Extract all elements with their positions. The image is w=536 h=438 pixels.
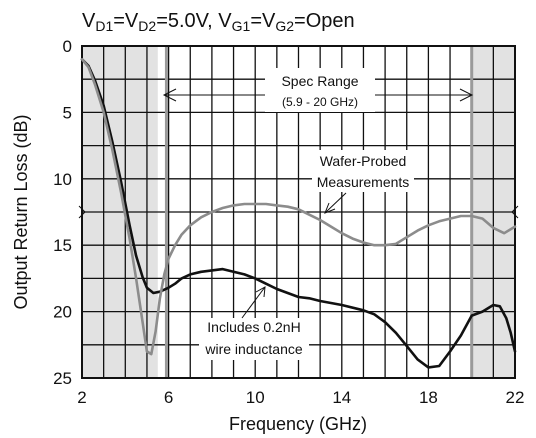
plot-frame — [81, 45, 516, 379]
tick-layer: 2 6 10 14 18 22 0 5 10 15 20 25 — [53, 37, 524, 407]
wafer-probed-pointer-head — [324, 202, 336, 214]
wafer-probed-label-line2: Measurements — [317, 174, 410, 190]
y-tick-label: 25 — [53, 369, 72, 388]
x-tick-label: 6 — [164, 388, 173, 407]
y-tick-label: 5 — [63, 103, 72, 122]
x-tick-label: 14 — [332, 388, 351, 407]
spec-range-sublabel: (5.9 - 20 GHz) — [282, 95, 358, 109]
title-part: G2 — [275, 18, 294, 34]
title-part: V — [82, 10, 96, 32]
y-tick-label: 20 — [53, 303, 72, 322]
title-part: G1 — [232, 18, 251, 34]
title-part: =V — [250, 10, 276, 32]
series-layer — [80, 57, 517, 369]
title-part: =5.0V, V — [156, 10, 232, 32]
title-part: =Open — [294, 10, 355, 32]
inductance-label-line1: Includes 0.2nH — [207, 319, 300, 335]
spec-range-arrowhead-right — [459, 88, 474, 102]
left-side-marker — [78, 205, 86, 219]
x-tick-label: 2 — [77, 388, 86, 407]
spec-range-label: Spec Range — [281, 73, 358, 89]
inductance-annotation: Includes 0.2nH wire inductance — [199, 286, 309, 360]
inductance-pointer — [241, 286, 266, 319]
y-tick-label: 15 — [53, 236, 72, 255]
spec-line-layer — [164, 46, 474, 378]
series-line-0 — [80, 57, 517, 369]
title-part: =V — [113, 10, 139, 32]
wafer-probed-label-line1: Wafer-Probed — [320, 153, 407, 169]
inductance-label-line2: wire inductance — [204, 341, 302, 357]
series-line-1 — [80, 57, 517, 356]
x-tick-label: 10 — [246, 388, 265, 407]
x-axis-label: Frequency (GHz) — [229, 414, 367, 434]
right-side-marker — [511, 205, 519, 219]
y-tick-label: 10 — [53, 170, 72, 189]
x-tick-label: 22 — [506, 388, 525, 407]
title-part: D2 — [138, 18, 156, 34]
title-part: D1 — [95, 18, 113, 34]
y-tick-label: 0 — [63, 37, 72, 56]
inductance-pointer-head — [255, 286, 266, 298]
y-axis-label: Output Return Loss (dB) — [11, 114, 31, 309]
chart-title: VD1=VD2=5.0V, VG1=VG2=Open — [82, 10, 355, 34]
x-tick-label: 18 — [419, 388, 438, 407]
spec-range-arrowhead-left — [162, 88, 177, 102]
spec-range-annotation: Spec Range (5.9 - 20 GHz) — [162, 68, 474, 112]
wafer-probed-annotation: Wafer-Probed Measurements — [312, 150, 414, 214]
wafer-probed-pointer — [325, 192, 347, 213]
